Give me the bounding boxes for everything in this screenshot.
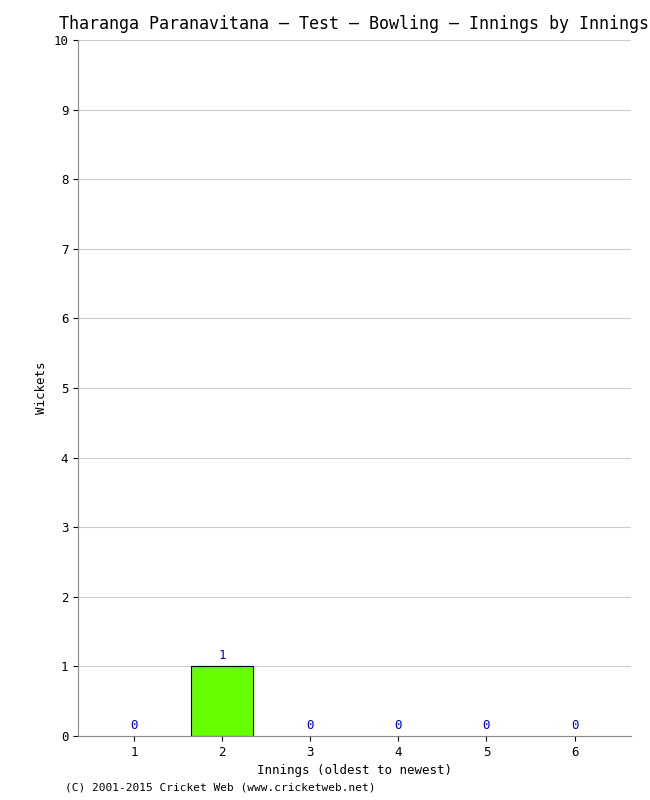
Text: 0: 0 [306, 719, 314, 732]
Title: Tharanga Paranavitana – Test – Bowling – Innings by Innings: Tharanga Paranavitana – Test – Bowling –… [59, 15, 649, 33]
Bar [191, 666, 253, 736]
Text: 1: 1 [218, 649, 226, 662]
Text: 0: 0 [571, 719, 578, 732]
Text: 0: 0 [483, 719, 490, 732]
Text: 0: 0 [130, 719, 138, 732]
Text: (C) 2001-2015 Cricket Web (www.cricketweb.net): (C) 2001-2015 Cricket Web (www.cricketwe… [65, 782, 376, 792]
Y-axis label: Wickets: Wickets [34, 362, 47, 414]
Text: 0: 0 [395, 719, 402, 732]
X-axis label: Innings (oldest to newest): Innings (oldest to newest) [257, 764, 452, 778]
